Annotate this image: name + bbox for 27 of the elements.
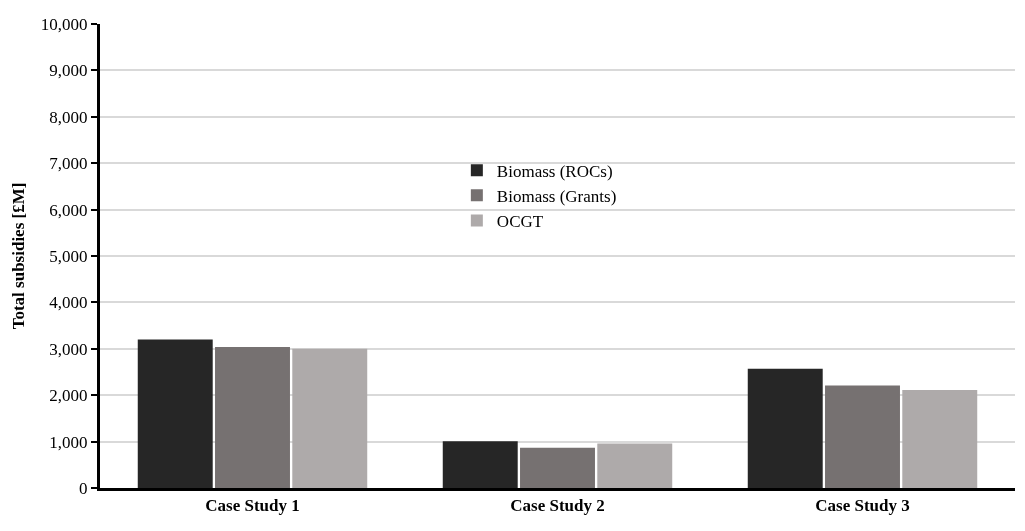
bar [442,441,518,488]
bar [292,348,368,488]
bar [520,447,595,488]
bar [747,368,823,488]
x-tick-label: Case Study 2 [510,496,605,516]
legend-label: Biomass (ROCs) [496,161,613,181]
y-tick-label: 2,000 [49,386,88,406]
bar [137,339,213,488]
y-axis-title: Total subsidies [£M] [9,182,29,330]
y-tick-label: 1,000 [49,432,88,452]
y-tick-label: 3,000 [49,339,88,359]
y-tick-label: 8,000 [49,107,88,127]
y-tick-label: 4,000 [49,293,88,313]
x-tick-label: Case Study 1 [205,496,300,516]
y-tick-label: 6,000 [49,200,88,220]
y-tick-label: 10,000 [40,14,88,34]
x-tick-label: Case Study 3 [815,496,910,516]
y-tick-label: 9,000 [49,61,88,81]
bar [902,390,978,488]
y-tick-label: 5,000 [49,246,88,266]
bar [597,443,673,488]
bar [825,385,900,488]
legend-label: Biomass (Grants) [496,186,617,206]
legend-label: OCGT [496,212,544,232]
y-tick-label: 7,000 [49,154,88,174]
bar [215,346,290,488]
y-tick-label: 0 [79,478,88,498]
